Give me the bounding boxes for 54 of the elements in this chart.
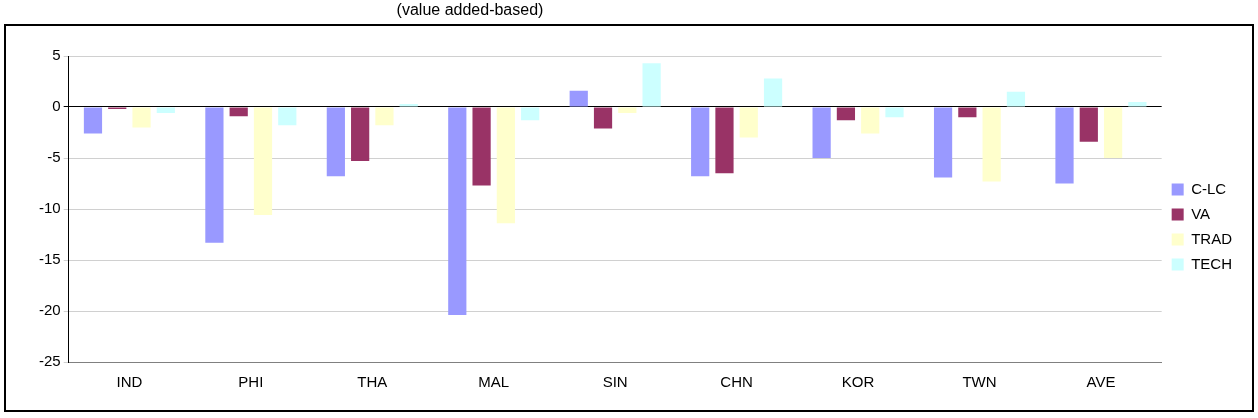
bar — [326, 107, 345, 177]
y-tick-label: 5 — [52, 46, 61, 64]
y-tick-label: -25 — [38, 352, 61, 370]
y-tick-label: -10 — [38, 199, 61, 217]
x-tick-label: THA — [357, 373, 388, 391]
x-tick-label: TWN — [962, 373, 997, 391]
bar — [763, 78, 783, 107]
x-tick-label: PHI — [238, 373, 264, 391]
x-tick-label: MAL — [478, 373, 510, 391]
bar — [205, 107, 224, 243]
bar — [229, 107, 248, 117]
y-tick-label: -5 — [47, 148, 61, 166]
x-tick-label: KOR — [841, 373, 875, 391]
bar — [278, 107, 297, 126]
chart-subtitle: (value added-based) — [395, 0, 545, 20]
bar — [739, 107, 758, 138]
bar — [885, 107, 904, 118]
bar — [83, 107, 103, 134]
bar — [593, 107, 613, 129]
legend-label: TRAD — [1191, 229, 1233, 247]
y-tick-label: -20 — [38, 301, 61, 319]
y-tick-label: 0 — [52, 97, 61, 115]
bar — [1079, 107, 1098, 142]
bar — [1103, 107, 1123, 158]
bar — [569, 90, 588, 107]
bar — [399, 103, 418, 107]
bar — [861, 107, 880, 134]
x-tick-label: SIN — [602, 373, 628, 391]
bar — [1006, 91, 1026, 107]
bar — [958, 107, 977, 118]
legend-label: TECH — [1191, 254, 1233, 272]
bar — [448, 107, 467, 316]
x-tick-label: CHN — [720, 373, 753, 391]
bar — [253, 107, 273, 216]
bar — [642, 63, 661, 107]
bar — [836, 107, 856, 121]
bar — [691, 107, 710, 177]
bar — [715, 107, 734, 174]
bar — [472, 107, 491, 186]
bar — [521, 107, 540, 121]
bar — [933, 107, 953, 178]
x-tick-label: AVE — [1086, 373, 1116, 391]
legend-label: C-LC — [1191, 179, 1227, 197]
bar — [496, 107, 515, 224]
bar — [982, 107, 1001, 182]
bar — [375, 107, 394, 126]
y-tick-label: -15 — [38, 250, 61, 268]
x-tick-label: IND — [116, 373, 143, 391]
bar — [1128, 101, 1147, 107]
bar — [351, 107, 370, 162]
bar — [1055, 107, 1074, 184]
bar — [132, 107, 151, 128]
legend-label: VA — [1191, 204, 1211, 222]
bar — [812, 107, 831, 158]
